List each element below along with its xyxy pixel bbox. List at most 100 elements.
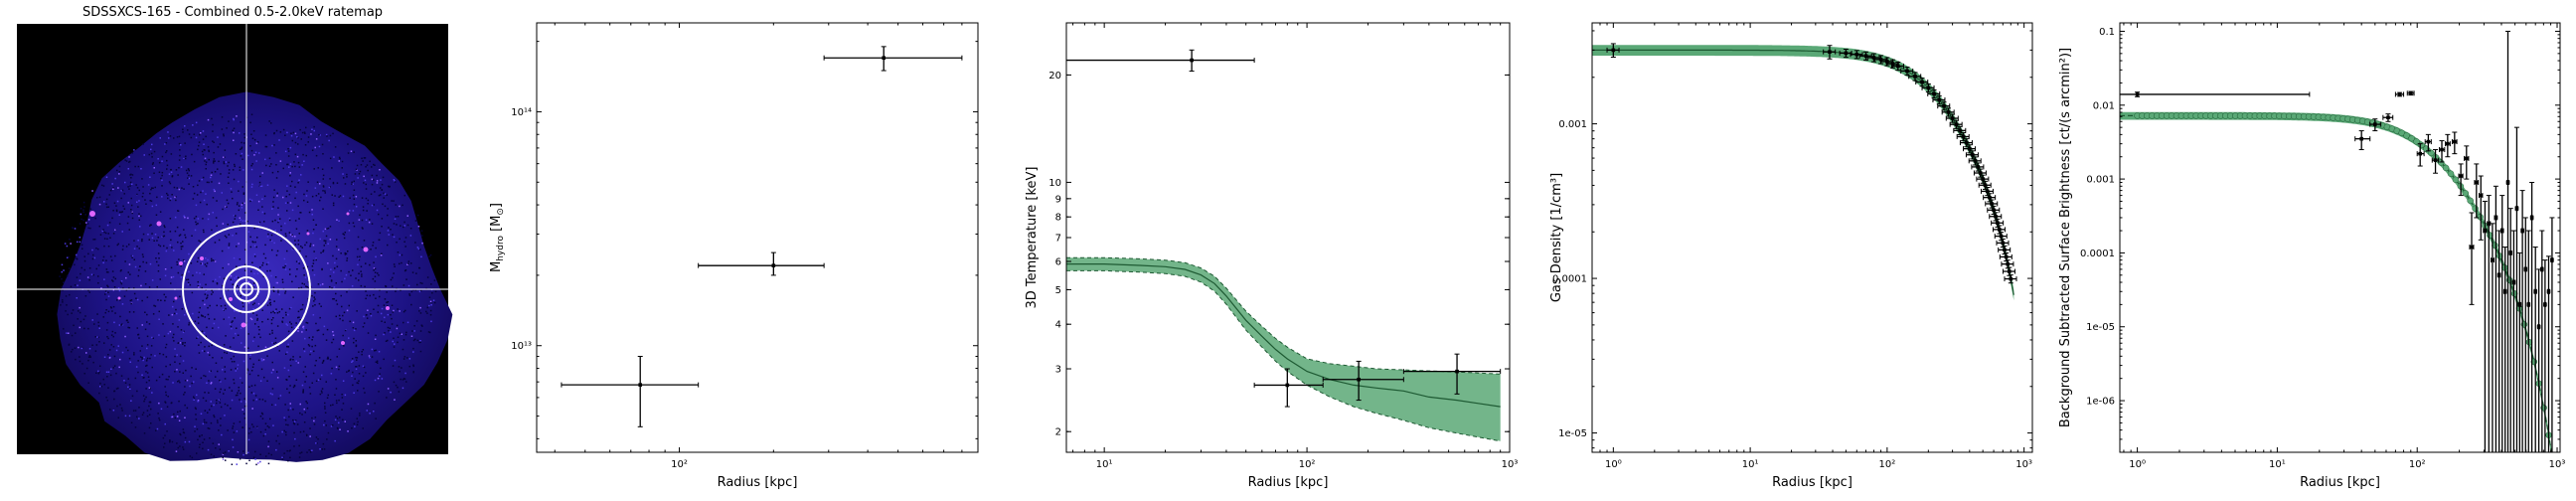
noise-pixel [302,389,304,391]
noise-pixel [276,371,278,373]
noise-pixel [94,350,97,352]
noise-pixel [130,254,133,257]
noise-pixel [228,172,231,174]
noise-pixel [313,125,315,128]
noise-pixel [426,312,428,314]
noise-pixel [388,185,390,188]
noise-pixel [258,222,260,225]
noise-pixel [151,392,153,394]
point-source [179,261,183,265]
marker [1994,214,1998,219]
noise-pixel [228,245,231,247]
noise-pixel [175,450,178,452]
noise-pixel [128,287,130,289]
noise-pixel [102,316,104,318]
noise-pixel [339,195,342,197]
noise-pixel [366,210,368,212]
marker [2475,180,2479,185]
noise-pixel [381,307,384,310]
noise-pixel [162,236,164,238]
noise-pixel [262,261,264,264]
noise-pixel [356,310,358,312]
noise-pixel [130,173,132,176]
noise-pixel [308,386,311,389]
noise-pixel [124,382,127,384]
noise-pixel [234,310,236,312]
noise-pixel [182,131,184,133]
noise-pixel [341,167,343,169]
noise-pixel [281,308,283,310]
noise-pixel [236,203,239,206]
noise-pixel [358,258,361,261]
noise-pixel [174,417,177,419]
noise-pixel [272,310,274,313]
noise-pixel [322,230,324,233]
noise-pixel [255,194,258,196]
noise-pixel [131,256,133,258]
noise-pixel [252,425,254,428]
noise-pixel [194,407,197,409]
noise-pixel [291,280,293,283]
noise-pixel [291,165,293,168]
noise-pixel [112,410,115,412]
noise-pixel [393,223,396,225]
noise-pixel [116,200,119,203]
noise-pixel [233,431,236,433]
noise-pixel [114,332,116,334]
noise-pixel [191,291,194,294]
noise-pixel [143,356,145,359]
y-tick-label: 10 [1048,178,1061,189]
noise-pixel [399,253,402,256]
noise-pixel [313,296,315,298]
noise-pixel [334,267,336,269]
noise-pixel [374,275,377,277]
noise-pixel [272,201,274,203]
noise-pixel [284,222,286,225]
noise-pixel [399,332,402,335]
noise-pixel [294,437,296,440]
noise-pixel [413,338,416,341]
noise-pixel [410,303,412,306]
noise-pixel [311,417,313,419]
noise-pixel [256,237,258,239]
noise-pixel [247,432,250,434]
noise-pixel [108,357,111,359]
noise-pixel [374,191,376,193]
noise-pixel [282,456,284,458]
noise-pixel [289,358,292,361]
noise-pixel [169,439,171,441]
brightness-point [2354,130,2371,151]
noise-pixel [402,387,404,390]
noise-pixel [131,183,133,185]
marker [2359,136,2363,141]
noise-pixel [202,229,205,232]
noise-pixel [270,122,272,124]
noise-pixel [182,128,184,130]
noise-pixel [364,157,367,159]
noise-pixel [179,234,182,236]
noise-pixel [141,357,143,359]
noise-pixel [305,195,308,197]
noise-pixel [151,143,153,146]
noise-pixel [402,379,404,381]
noise-pixel [224,366,226,368]
noise-pixel [218,182,221,185]
noise-pixel [315,380,318,382]
noise-pixel [108,349,111,351]
noise-pixel [194,229,197,232]
noise-pixel [410,262,412,264]
noise-pixel [233,131,235,134]
noise-pixel [419,312,422,314]
noise-pixel [213,404,215,407]
noise-pixel [239,217,241,219]
marker [1285,383,1290,388]
noise-pixel [222,208,224,211]
noise-pixel [321,168,324,170]
noise-pixel [142,395,145,397]
noise-pixel [346,173,348,176]
noise-pixel [228,169,231,171]
noise-pixel [224,156,226,158]
noise-pixel [198,240,200,242]
noise-pixel [95,372,97,374]
noise-pixel [170,168,172,171]
